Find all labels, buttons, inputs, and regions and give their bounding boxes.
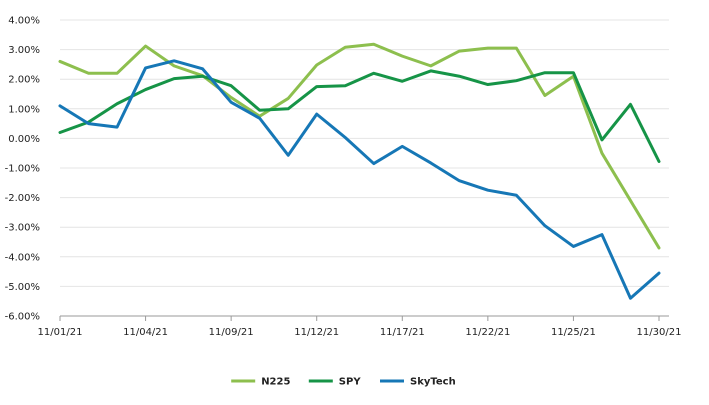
y-tick-label: -2.00% <box>5 193 40 204</box>
series-line-spy <box>58 69 661 163</box>
y-tick-label: -3.00% <box>5 223 40 234</box>
x-tick-label: 11/30/21 <box>637 327 682 338</box>
series-line-skytech <box>58 59 661 300</box>
x-tick-label: 11/17/21 <box>380 327 425 338</box>
y-tick-label: 1.00% <box>8 104 40 115</box>
y-tick-label: -5.00% <box>5 282 40 293</box>
y-tick-label: 3.00% <box>8 45 40 56</box>
x-axis: 11/01/21 11/04/21 11/09/21 11/12/21 11/17/21… <box>38 316 682 338</box>
y-axis: 4.00% 3.00% 2.00% 1.00% 0.00% -1.00% -2.00% -3.… <box>5 16 40 323</box>
y-tick-label: -4.00% <box>5 252 40 263</box>
x-tick-label: 11/22/21 <box>465 327 510 338</box>
y-tick-label: -1.00% <box>5 164 40 175</box>
y-tick-label: 4.00% <box>8 16 40 27</box>
grid <box>60 19 669 317</box>
x-tick-label: 11/01/21 <box>38 327 83 338</box>
series-line-n225 <box>58 42 661 250</box>
x-tick-label: 11/04/21 <box>123 327 168 338</box>
x-tick-label: 11/25/21 <box>551 327 596 338</box>
y-tick-label: 0.00% <box>8 134 40 145</box>
x-tick-label: 11/12/21 <box>294 327 339 338</box>
legend-label-n225: N225 <box>261 377 290 388</box>
y-tick-label: -6.00% <box>5 312 40 323</box>
legend-label-skytech: SkyTech <box>410 377 456 388</box>
x-tick-label: 11/09/21 <box>209 327 254 338</box>
legend-label-spy: SPY <box>339 377 362 388</box>
y-tick-label: 2.00% <box>8 75 40 86</box>
series-lines <box>58 42 661 300</box>
legend: N225 SPY SkyTech <box>231 377 456 388</box>
